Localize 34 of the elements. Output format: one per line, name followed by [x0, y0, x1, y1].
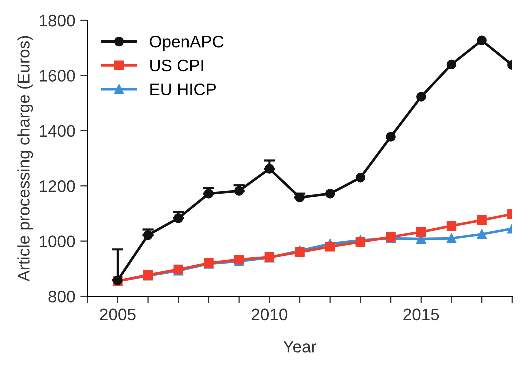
y-tick-label: 800 — [48, 290, 76, 303]
x-tick-label: 2010 — [252, 308, 288, 321]
point — [325, 188, 336, 199]
point — [477, 36, 487, 46]
legend-label: OpenAPC — [150, 36, 224, 52]
x-tick-label: 2015 — [404, 308, 440, 321]
point — [204, 188, 214, 199]
point — [174, 214, 184, 224]
point — [416, 227, 426, 238]
legend-label: EU HICP — [150, 84, 216, 96]
point — [446, 234, 457, 244]
y-tick-label: 1600 — [40, 70, 76, 82]
y-tick-label: 1400 — [40, 125, 76, 138]
point — [356, 172, 366, 183]
y-tick-label: 1800 — [40, 14, 76, 27]
x-tick-label: 2005 — [100, 308, 136, 321]
point — [416, 92, 426, 102]
point — [295, 248, 305, 258]
point — [477, 230, 487, 240]
point — [143, 230, 154, 240]
point — [264, 164, 275, 174]
y-axis-title: Article processing charge (Euros) — [18, 36, 34, 282]
point — [295, 192, 305, 203]
y-tick-label: 1200 — [40, 180, 76, 192]
point — [386, 132, 396, 142]
point — [446, 221, 457, 232]
point — [477, 215, 487, 226]
y-tick-label: 1000 — [40, 236, 76, 248]
point — [446, 60, 457, 70]
point — [234, 186, 244, 196]
point — [325, 242, 336, 252]
x-axis-title: Year — [284, 341, 317, 353]
point — [356, 237, 366, 248]
legend-label: US CPI — [150, 60, 204, 72]
